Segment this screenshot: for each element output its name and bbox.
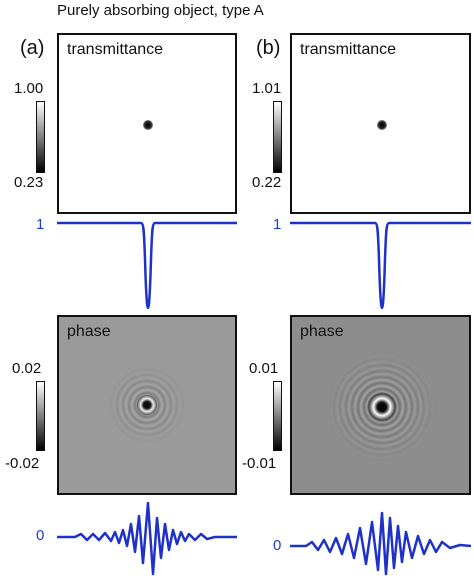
panel-a-label: (a)	[20, 37, 45, 59]
transmittance-label-b: transmittance	[300, 41, 397, 58]
phase-profile-b	[290, 511, 472, 576]
profile-label-phase-a: 0	[36, 527, 45, 544]
profile-label-phase-b: 0	[273, 537, 282, 554]
phase-label-b: phase	[300, 323, 344, 340]
colorbar-max-b: 1.01	[252, 80, 282, 97]
phase-label-a: phase	[67, 323, 111, 340]
transmittance-label-a: transmittance	[67, 41, 164, 58]
colorbar-transmittance-a	[36, 101, 45, 173]
phase-center-a	[137, 395, 157, 415]
colorbar-min-a: 0.23	[14, 174, 44, 191]
transmittance-profile-b	[290, 221, 471, 310]
phase-image-b: phase	[290, 315, 471, 495]
absorbing-object-b	[377, 120, 387, 130]
colorbar-phase-a	[36, 381, 45, 451]
colorbar-max-a: 1.00	[14, 80, 44, 97]
panel-b-label: (b)	[256, 37, 281, 59]
phase-image-a: phase	[57, 315, 237, 495]
colorbar-max-phase-a: 0.02	[12, 360, 42, 377]
colorbar-max-phase-b: 0.01	[249, 360, 279, 377]
transmittance-image-b: transmittance	[290, 33, 471, 214]
colorbar-transmittance-b	[273, 101, 282, 173]
transmittance-image-a: transmittance	[57, 33, 237, 214]
colorbar-min-phase-b: -0.01	[242, 455, 277, 472]
phase-profile-a	[57, 501, 237, 576]
absorbing-object-a	[143, 120, 153, 130]
profile-label-transmittance-b: 1	[273, 216, 282, 233]
colorbar-min-b: 0.22	[252, 174, 282, 191]
colorbar-phase-b	[273, 381, 282, 451]
profile-label-transmittance-a: 1	[36, 216, 45, 233]
phase-center-b	[367, 392, 397, 422]
figure-title: Purely absorbing object, type A	[57, 2, 264, 19]
colorbar-min-phase-a: -0.02	[5, 455, 40, 472]
transmittance-profile-a	[57, 221, 237, 310]
